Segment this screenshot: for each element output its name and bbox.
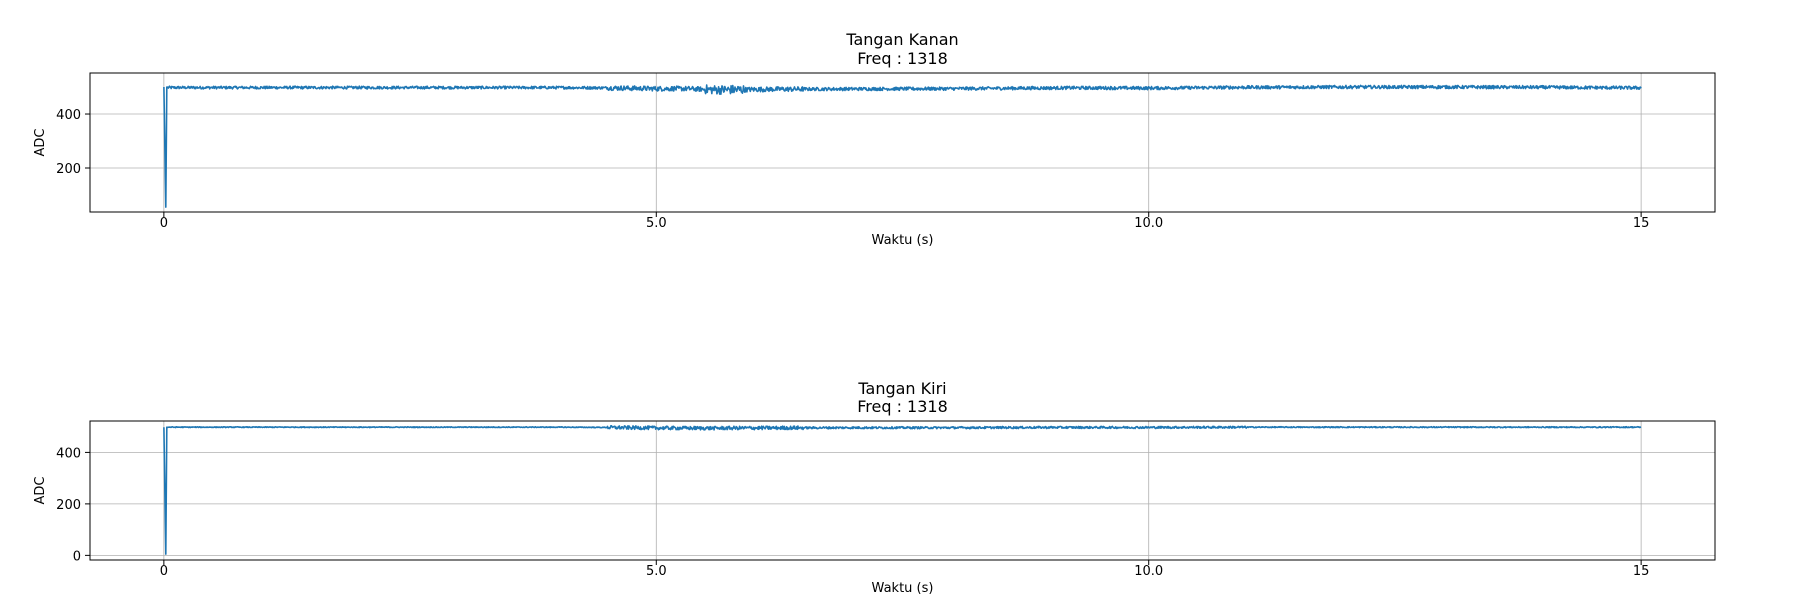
x-tick-label: 0 bbox=[160, 216, 168, 231]
chart-title: Tangan Kiri bbox=[857, 379, 946, 398]
x-tick-label: 5.0 bbox=[646, 216, 667, 231]
x-tick-label: 10.0 bbox=[1134, 216, 1163, 231]
chart-title: Tangan Kanan bbox=[845, 30, 958, 49]
chart-subtitle: Freq : 1318 bbox=[857, 49, 948, 68]
y-tick-label: 200 bbox=[56, 162, 81, 177]
x-axis-label: Waktu (s) bbox=[872, 581, 934, 596]
plot-frame bbox=[89, 420, 1716, 561]
plot-frame bbox=[89, 72, 1716, 213]
y-axis-label: ADC bbox=[33, 129, 48, 157]
x-tick-label: 15 bbox=[1633, 216, 1650, 231]
signal-line bbox=[163, 425, 1642, 555]
x-axis-label: Waktu (s) bbox=[872, 233, 934, 248]
y-axis-label: ADC bbox=[33, 477, 48, 505]
x-tick-label: 5.0 bbox=[646, 564, 667, 579]
signal-line bbox=[163, 84, 1642, 208]
x-tick-label: 15 bbox=[1633, 564, 1650, 579]
chart-subtitle: Freq : 1318 bbox=[857, 397, 948, 416]
y-tick-label: 400 bbox=[56, 446, 81, 461]
x-tick-label: 0 bbox=[160, 564, 168, 579]
y-tick-label: 200 bbox=[56, 498, 81, 513]
x-tick-label: 10.0 bbox=[1134, 564, 1163, 579]
y-tick-label: 0 bbox=[73, 549, 81, 564]
y-tick-label: 400 bbox=[56, 108, 81, 123]
